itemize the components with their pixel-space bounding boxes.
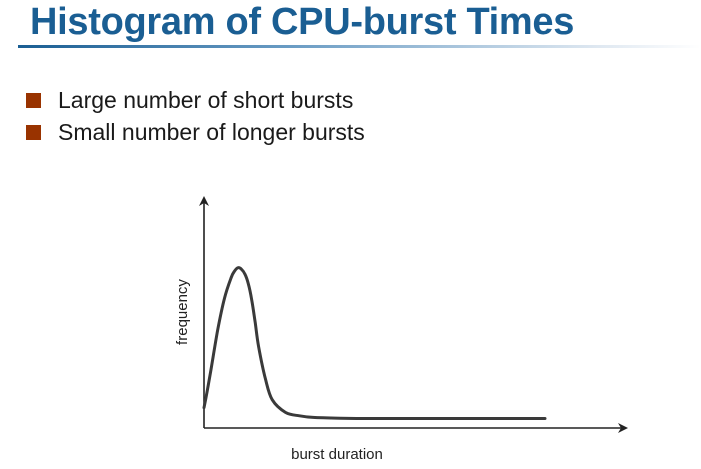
bullet-text: Large number of short bursts xyxy=(58,86,354,113)
bullet-text: Small number of longer bursts xyxy=(58,118,365,145)
bullet-square-icon xyxy=(26,124,41,140)
y-axis-label: frequency xyxy=(174,279,191,345)
title-underline xyxy=(18,45,701,48)
bullet-list: Large number of short bursts Small numbe… xyxy=(26,84,365,148)
x-axis-label: burst duration xyxy=(291,446,383,463)
slide-title: Histogram of CPU-burst Times xyxy=(30,1,575,43)
bullet-item: Large number of short bursts xyxy=(26,84,365,116)
bullet-square-icon xyxy=(26,92,41,108)
bullet-item: Small number of longer bursts xyxy=(26,116,365,148)
frequency-curve xyxy=(202,266,547,421)
